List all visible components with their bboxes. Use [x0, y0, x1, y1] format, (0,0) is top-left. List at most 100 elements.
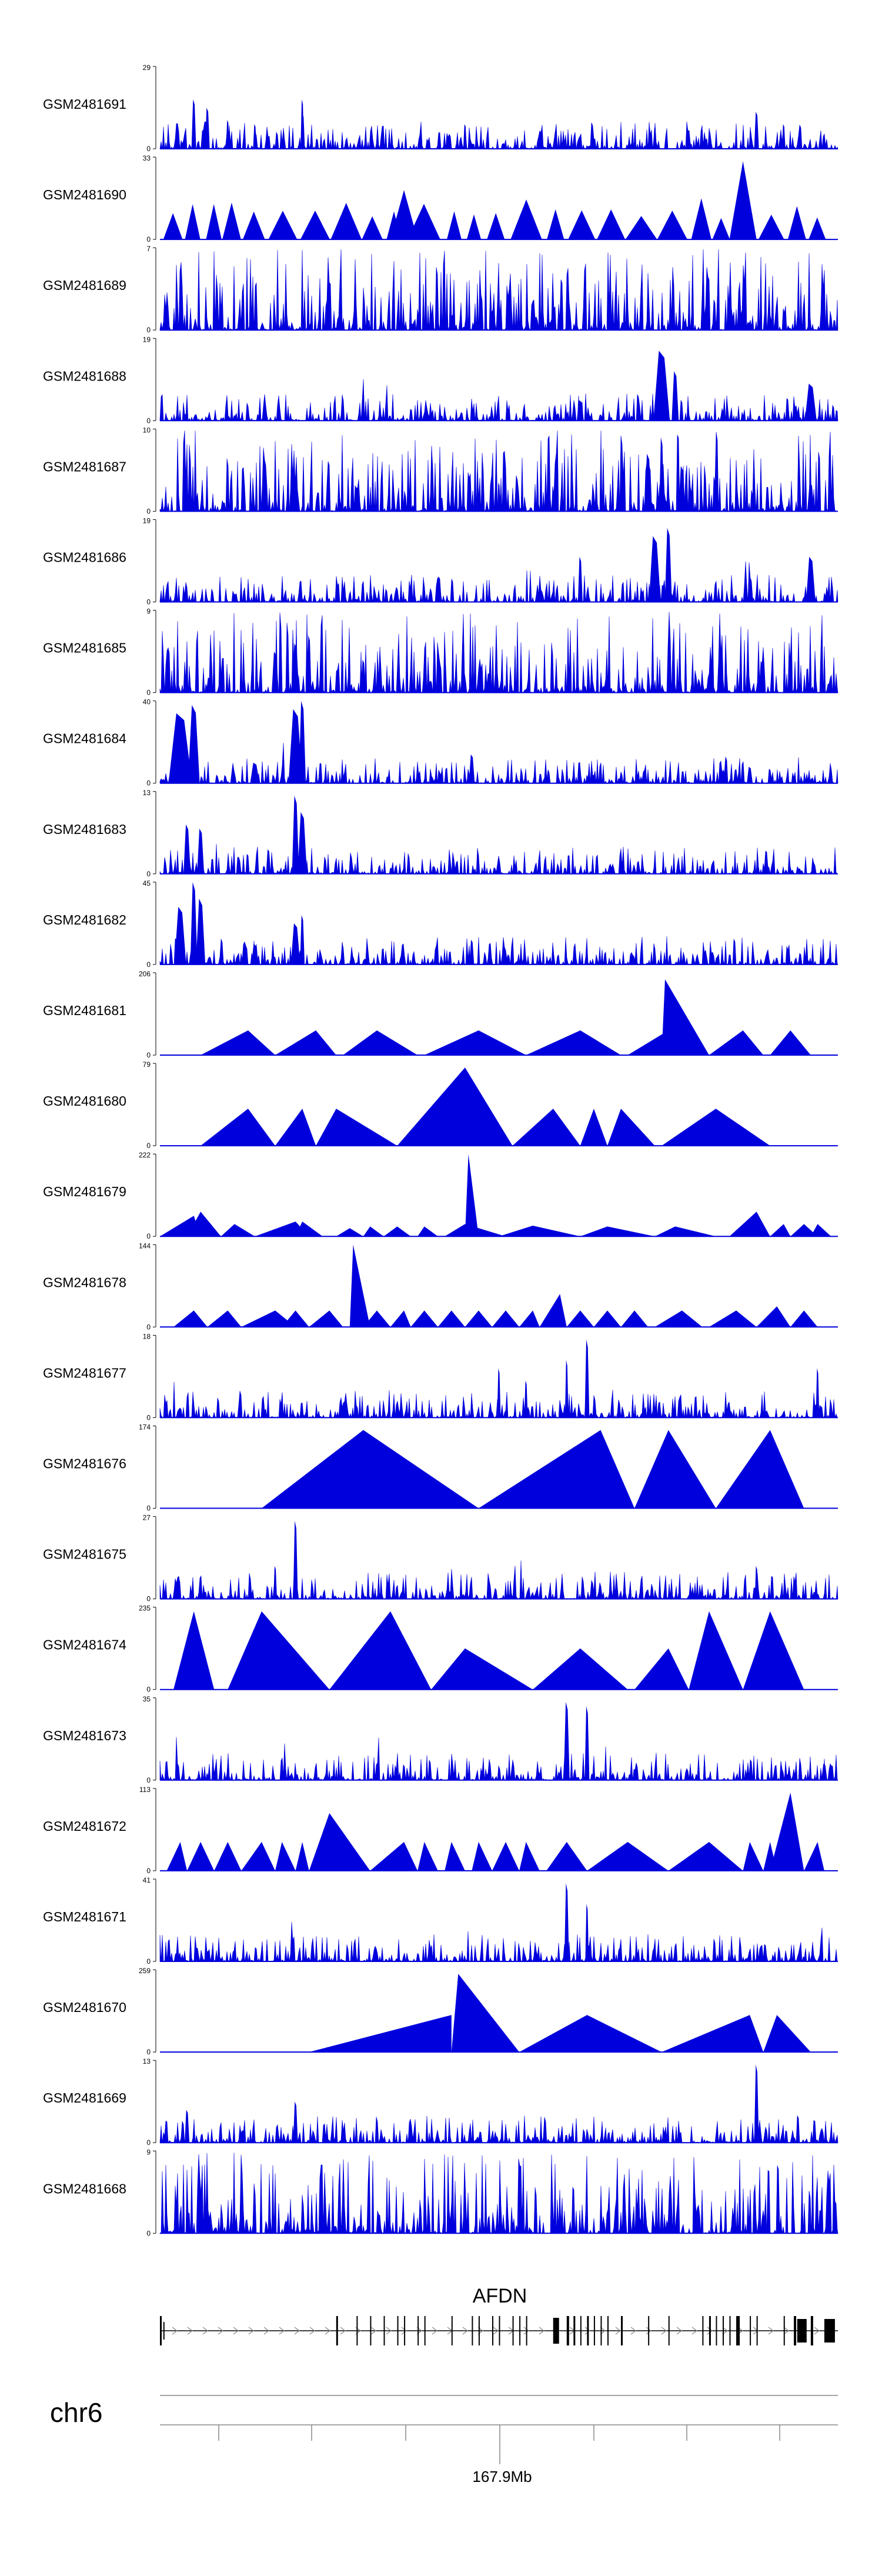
gene-exon	[356, 2316, 358, 2345]
strand-arrow	[294, 2327, 300, 2335]
signal-peak	[649, 536, 661, 602]
y-axis-max-label: 40	[143, 698, 151, 706]
signal-peak	[469, 939, 475, 965]
strand-arrow	[584, 2327, 590, 2335]
axis-tick-label: 167.9Mb	[472, 2468, 532, 2485]
y-axis-min-label: 0	[146, 1686, 151, 1694]
track-name-label: GSM2481683	[43, 822, 126, 837]
gene-exon	[499, 2316, 500, 2345]
signal-peak	[463, 124, 467, 149]
signal-peak	[519, 1310, 540, 1327]
signal-peak	[250, 762, 260, 783]
track-GSM2481690: GSM2481690 33 0	[43, 154, 838, 243]
strand-arrow	[600, 2327, 606, 2335]
strand-arrow	[691, 2327, 697, 2335]
gene-exon	[580, 2316, 582, 2345]
y-axis-max-label: 13	[143, 2057, 151, 2066]
y-axis-max-label: 19	[143, 517, 151, 525]
signal-peak	[716, 1430, 804, 1509]
signal-peak	[191, 99, 196, 149]
signal-peak	[653, 351, 670, 421]
signal-peak	[293, 2101, 298, 2143]
signal-peak	[295, 1841, 309, 1871]
track-GSM2481683: GSM2481683 13 0	[43, 789, 838, 878]
signal-peak	[712, 218, 730, 240]
signal-peak	[807, 482, 814, 512]
signal-peak	[201, 1109, 276, 1146]
y-axis-max-label: 9	[146, 608, 151, 616]
track-name-label: GSM2481687	[43, 459, 126, 474]
track-GSM2481689: GSM2481689 7 0	[43, 245, 838, 334]
signal-peak	[166, 1841, 188, 1871]
strand-arrow	[309, 2327, 315, 2335]
signal-peak	[362, 216, 383, 240]
signal-peak	[206, 203, 222, 240]
strand-arrow	[615, 2327, 621, 2335]
strand-arrow	[263, 2327, 269, 2335]
strand-arrow	[523, 2327, 529, 2335]
signal-peak	[293, 1520, 298, 1599]
gene-exon	[553, 2318, 559, 2344]
gene-exon	[648, 2316, 650, 2345]
signal-peak	[566, 1310, 594, 1327]
signal-peak	[664, 528, 672, 602]
signal-peak	[288, 709, 303, 783]
gene-exon	[621, 2316, 623, 2345]
y-axis-max-label: 27	[143, 1514, 151, 1522]
y-axis-min-label: 0	[146, 1867, 151, 1875]
gene-exon	[512, 2316, 514, 2345]
signal-peak	[336, 1228, 363, 1237]
signal-peak	[512, 1109, 580, 1146]
gene-exon	[160, 2316, 162, 2345]
strand-arrow	[630, 2327, 636, 2335]
track-GSM2481672: GSM2481672 113 0	[43, 1786, 838, 1875]
y-axis-min-label: 0	[146, 598, 151, 606]
strand-arrow	[539, 2327, 544, 2335]
y-axis-min-label: 0	[146, 1051, 151, 1059]
signal-peak	[487, 213, 505, 240]
y-axis-min-label: 0	[146, 1232, 151, 1240]
gene-exon	[794, 2316, 797, 2345]
signal-peak	[770, 1224, 791, 1237]
signal-peak	[330, 203, 362, 240]
gene-exon	[593, 2316, 595, 2345]
signal-peak	[593, 1310, 622, 1327]
gene-exon	[810, 2316, 813, 2345]
signal-peak	[580, 1226, 655, 1237]
signal-peak	[424, 1030, 526, 1055]
gene-exon	[750, 2316, 751, 2345]
gene-exon	[163, 2322, 165, 2340]
strand-arrow	[646, 2327, 652, 2335]
signal-peak	[743, 1841, 764, 1871]
signal-peak	[292, 643, 299, 693]
signal-peak	[499, 1226, 580, 1237]
signal-peak	[174, 906, 186, 965]
track-name-label: GSM2481685	[43, 640, 126, 656]
signal-peak	[816, 1368, 820, 1418]
y-axis-min-label: 0	[146, 870, 151, 878]
signal-peak	[275, 1109, 316, 1146]
signal-peak	[754, 2064, 759, 2143]
y-axis-max-label: 19	[143, 335, 151, 343]
signal-peak	[584, 1706, 590, 1780]
signal-peak	[729, 161, 757, 240]
y-axis-max-label: 10	[143, 426, 151, 434]
track-name-label: GSM2481680	[43, 1093, 126, 1109]
track-name-label: GSM2481691	[43, 96, 126, 112]
signal-peak	[770, 1792, 804, 1871]
signal-peak	[657, 211, 687, 240]
signal-peak	[662, 2015, 764, 2053]
gene-exon	[797, 2319, 807, 2343]
track-GSM2481685: GSM2481685 9 0	[43, 608, 838, 697]
gene-track: AFDN	[160, 2285, 838, 2345]
signal-peak	[469, 754, 475, 783]
signal-peak	[563, 1701, 570, 1780]
signal-peak	[163, 213, 183, 240]
signal-peak	[634, 1648, 689, 1690]
signal-peak	[492, 1841, 520, 1871]
signal-peak	[306, 635, 312, 693]
track-name-label: GSM2481690	[43, 187, 126, 202]
signal-peak	[519, 1841, 540, 1871]
signal-peak	[539, 1294, 567, 1327]
signal-peak	[222, 202, 241, 240]
